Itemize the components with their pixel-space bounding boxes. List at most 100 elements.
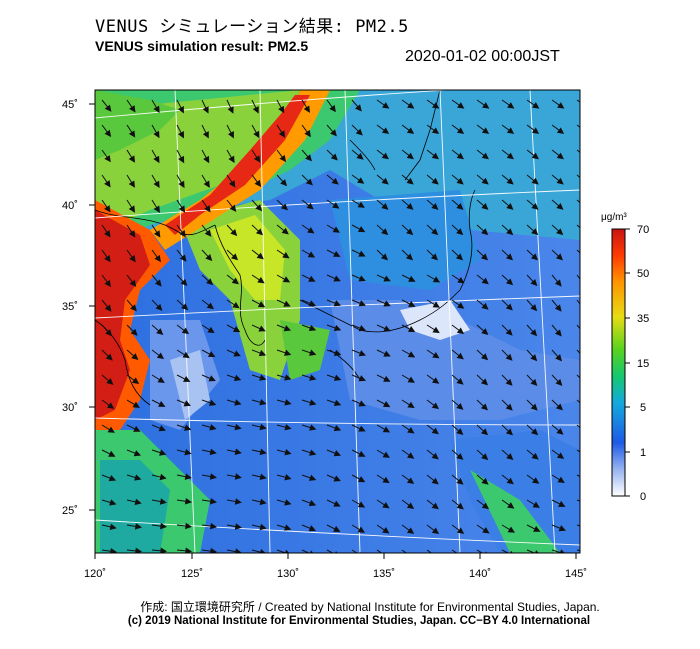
- wind-arrow-head: [160, 547, 168, 553]
- wind-arrow-head: [579, 308, 580, 309]
- wind-arrow-head: [357, 476, 366, 483]
- wind-arrow-head: [132, 401, 140, 408]
- wind-arrow-head: [209, 424, 217, 431]
- wind-arrow-head: [530, 354, 538, 362]
- wind-arrow-head: [130, 304, 137, 312]
- wind-arrow-head: [156, 328, 164, 336]
- wind-arrow-head: [531, 203, 539, 210]
- wind-arrow-head: [505, 253, 514, 261]
- wind-arrow-head: [582, 179, 587, 184]
- wind-arrow-head: [583, 453, 589, 458]
- colorbar-tick: 5: [640, 402, 646, 414]
- wind-arrow-head: [382, 451, 390, 458]
- wind-arrow-head: [383, 325, 391, 332]
- wind-arrow-head: [481, 127, 490, 134]
- wind-arrow-head: [281, 227, 289, 235]
- wind-arrow-head: [183, 375, 191, 382]
- lat-label: 30˚: [62, 402, 78, 414]
- wind-arrow-head: [104, 129, 112, 138]
- wind-arrow-head: [532, 102, 540, 109]
- wind-arrow-head: [406, 152, 414, 160]
- wind-arrow: [451, 549, 458, 553]
- wind-arrow-head: [128, 130, 136, 138]
- wind-arrow-head: [435, 552, 437, 553]
- wind-arrow-head: [209, 448, 217, 456]
- wind-arrow-head: [481, 277, 489, 285]
- wind-arrow-head: [309, 374, 317, 381]
- wind-arrow-head: [307, 227, 315, 234]
- wind-arrow-head: [153, 105, 160, 114]
- wind-arrow-head: [159, 449, 167, 456]
- wind-arrow-head: [554, 329, 562, 337]
- wind-arrow-head: [407, 376, 415, 383]
- wind-arrow-head: [178, 205, 186, 213]
- wind-arrow-head: [381, 228, 389, 236]
- wind-arrow-head: [104, 104, 112, 112]
- wind-arrow-head: [234, 423, 242, 431]
- wind-arrow-head: [481, 477, 489, 485]
- wind-arrow-head: [383, 275, 391, 282]
- wind-arrow-head: [333, 374, 342, 381]
- wind-arrow-head: [307, 251, 316, 258]
- wind-arrow-head: [358, 450, 366, 457]
- wind-arrow: [501, 549, 510, 553]
- wind-arrow-head: [505, 378, 513, 386]
- wind-arrow-head: [259, 448, 267, 456]
- wind-arrow-head: [303, 105, 310, 113]
- wind-arrow-head: [309, 449, 317, 456]
- wind-arrow-head: [131, 353, 139, 360]
- wind-arrow-head: [232, 301, 240, 309]
- wind-arrow-head: [333, 525, 341, 532]
- wind-arrow: [576, 124, 580, 128]
- wind-arrow-head: [407, 326, 416, 333]
- wind-arrow-head: [254, 179, 262, 188]
- wind-arrow-head: [507, 502, 515, 509]
- colorbar-tick: 1: [640, 447, 646, 459]
- wind-arrow-head: [407, 401, 415, 409]
- wind-arrow-head: [182, 351, 190, 359]
- wind-arrow-head: [481, 177, 489, 185]
- wind-arrow-head: [184, 498, 192, 505]
- wind-arrow-head: [584, 477, 590, 482]
- wind-arrow-head: [308, 300, 316, 307]
- wind-arrow-head: [431, 427, 439, 435]
- wind-arrow-head: [129, 105, 136, 113]
- wind-arrow-head: [505, 303, 513, 311]
- wind-arrow-head: [531, 127, 540, 134]
- wind-arrow-head: [258, 349, 267, 357]
- wind-arrow-head: [279, 154, 287, 163]
- wind-arrow-head: [209, 473, 217, 480]
- wind-arrow-head: [505, 328, 513, 336]
- wind-arrow-head: [556, 152, 564, 160]
- wind-arrow-head: [179, 254, 187, 262]
- wind-arrow-head: [505, 353, 513, 361]
- wind-arrow-head: [332, 202, 340, 209]
- wind-arrow-head: [333, 300, 342, 307]
- wind-arrow-head: [456, 177, 464, 185]
- wind-arrow-head: [235, 548, 242, 553]
- timestamp: 2020-01-02 00:00JST: [405, 48, 560, 65]
- wind-arrow-head: [280, 179, 288, 187]
- wind-arrow-head: [456, 453, 464, 460]
- wind-arrow-head: [481, 353, 489, 361]
- wind-arrow-head: [209, 498, 217, 505]
- wind-arrow-head: [431, 203, 439, 210]
- wind-arrow-head: [358, 275, 366, 282]
- wind-arrow-head: [554, 304, 562, 312]
- wind-arrow-head: [506, 453, 514, 460]
- wind-arrow-head: [507, 526, 515, 533]
- colorbar-tick: 35: [637, 313, 649, 325]
- wind-arrow-head: [308, 324, 317, 332]
- wind-arrow-head: [154, 254, 161, 263]
- wind-arrow: [576, 549, 580, 552]
- wind-arrow-head: [259, 423, 267, 431]
- wind-arrow-head: [406, 502, 415, 509]
- wind-arrow-head: [481, 328, 489, 335]
- wind-arrow-head: [482, 102, 490, 109]
- wind-arrow-head: [554, 279, 562, 287]
- wind-arrow-head: [507, 102, 515, 109]
- wind-arrow-head: [556, 127, 565, 134]
- wind-arrow-head: [358, 400, 366, 407]
- wind-arrow-head: [333, 475, 341, 482]
- wind-arrow-head: [258, 325, 266, 332]
